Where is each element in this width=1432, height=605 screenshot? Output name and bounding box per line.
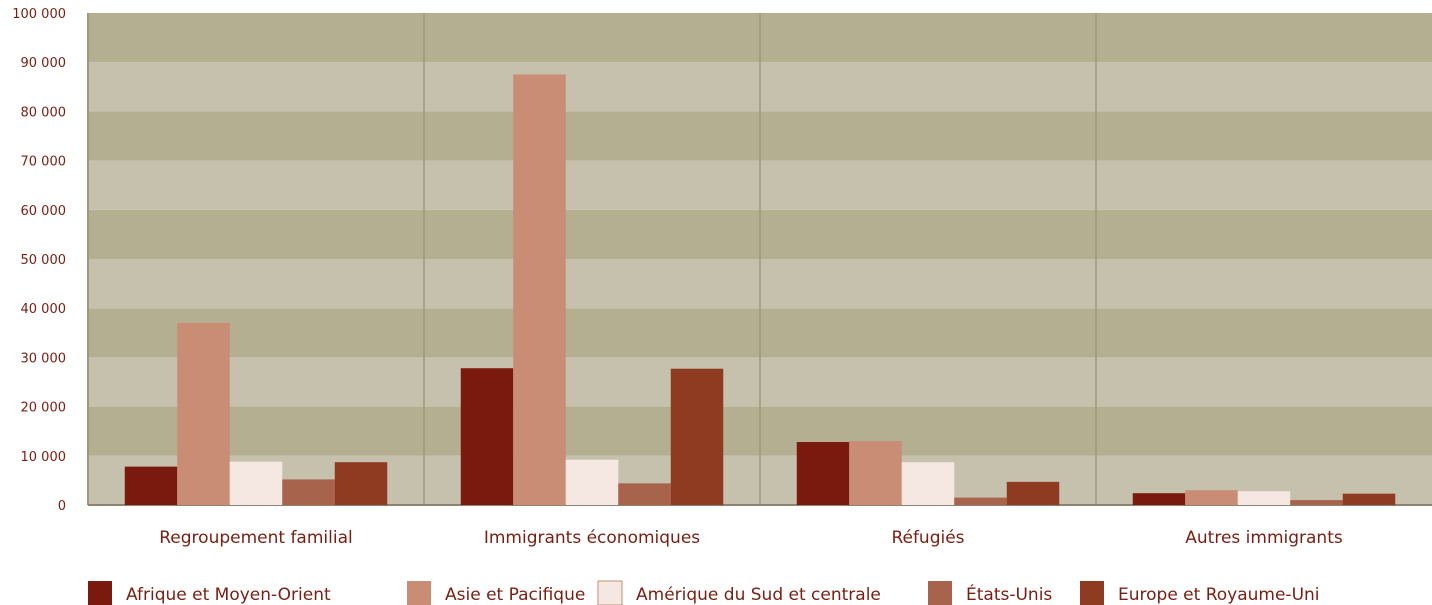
y-tick-label: 70 000 [21, 155, 67, 170]
legend-label: Asie et Pacifique [445, 585, 585, 605]
y-tick-label: 30 000 [21, 351, 67, 366]
x-axis-category-labels: Regroupement familial Immigrants économiq… [159, 528, 1343, 548]
bar [1342, 493, 1396, 505]
y-tick-label: 0 [58, 499, 66, 514]
bar [670, 368, 724, 505]
legend-label: Europe et Royaume-Uni [1118, 585, 1320, 605]
legend-label: Afrique et Moyen-Orient [126, 585, 331, 605]
x-category-label: Regroupement familial [159, 528, 352, 548]
bar [1006, 481, 1060, 505]
y-tick-label: 50 000 [21, 253, 67, 268]
bar [901, 462, 955, 505]
y-tick-label: 100 000 [12, 7, 66, 22]
bar [124, 466, 178, 505]
x-category-label: Immigrants économiques [484, 528, 700, 548]
legend-swatch [407, 581, 431, 605]
bar [1185, 490, 1238, 505]
y-tick-label: 90 000 [21, 56, 67, 71]
bar [618, 483, 671, 505]
bar [565, 459, 619, 505]
bar [229, 461, 283, 505]
bar [177, 322, 230, 505]
y-tick-label: 20 000 [21, 401, 67, 416]
bar [796, 442, 850, 505]
y-tick-label: 80 000 [21, 105, 67, 120]
y-axis-tick-labels: 0 10 000 20 000 30 000 40 000 50 000 60 000 70 … [12, 7, 66, 514]
bar [1237, 491, 1291, 505]
legend: Afrique et Moyen-Orient Asie et Pacifique… [88, 580, 1320, 605]
y-tick-label: 10 000 [21, 450, 67, 465]
legend-swatch [597, 580, 623, 605]
x-category-label: Autres immigrants [1185, 528, 1343, 548]
bar [954, 497, 1007, 505]
bar [282, 479, 335, 505]
x-category-label: Réfugiés [891, 528, 964, 548]
legend-swatch [928, 581, 952, 605]
legend-label: Amérique du Sud et centrale [636, 585, 881, 605]
bar [1290, 500, 1343, 505]
bar [334, 462, 388, 505]
y-tick-label: 40 000 [21, 302, 67, 317]
y-tick-label: 60 000 [21, 204, 67, 219]
legend-label: États-Unis [966, 583, 1052, 605]
bars [124, 74, 1396, 505]
legend-swatch [88, 581, 112, 605]
bar [1132, 493, 1186, 505]
bar [460, 368, 514, 505]
bar [513, 74, 566, 505]
legend-swatch [1080, 581, 1104, 605]
bar [849, 441, 902, 505]
